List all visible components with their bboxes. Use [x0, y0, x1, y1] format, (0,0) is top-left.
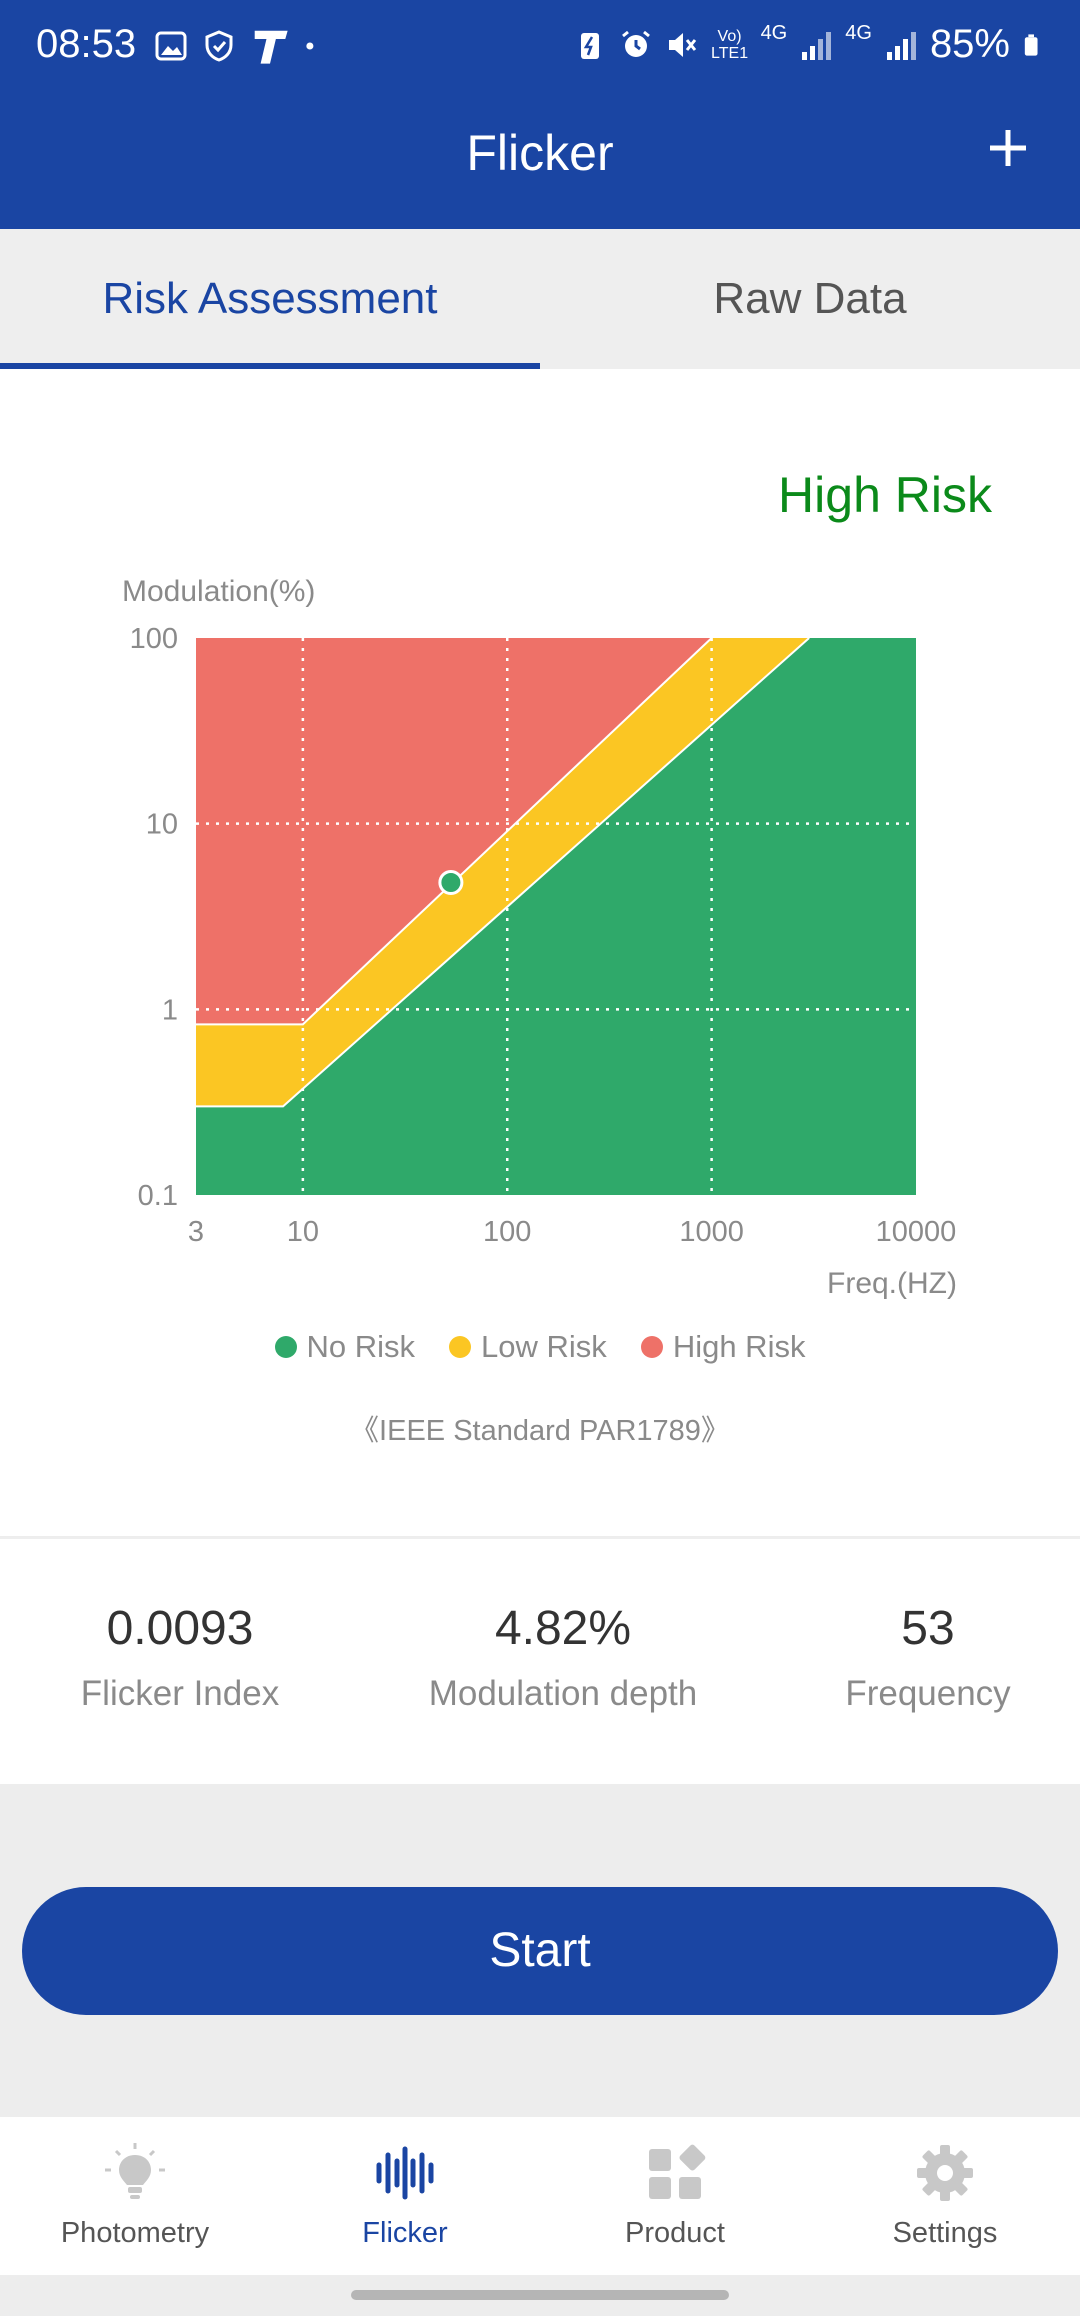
add-icon[interactable] — [984, 124, 1032, 172]
gesture-bar — [351, 2290, 729, 2300]
low-risk-boundary-line — [196, 637, 810, 1108]
chart-legend: No Risk Low Risk High Risk — [0, 1329, 1080, 1365]
low-risk-dot-icon — [449, 1336, 472, 1358]
tab-raw-data[interactable]: Raw Data — [713, 274, 907, 323]
metrics-panel: 0.0093 Flicker Index 4.82% Modulation de… — [0, 1537, 1080, 1784]
status-bar: 08:53 Vo) LTE1 4G 4G 85% — [0, 0, 1080, 92]
nav-item-photometry[interactable]: Photometry — [0, 2117, 270, 2275]
high-risk-region — [196, 638, 712, 1025]
measurement-point — [438, 870, 464, 896]
x-tick-label: 3 — [188, 1216, 204, 1248]
x-tick-label: 100 — [483, 1216, 531, 1248]
high-risk-dot-icon — [640, 1336, 663, 1358]
nav-item-flicker[interactable]: Flicker — [270, 2117, 540, 2275]
network-type-1: 4G — [760, 22, 788, 44]
signal-icon — [802, 31, 832, 60]
tab-indicator — [0, 363, 540, 369]
x-tick-label: 10 — [287, 1216, 319, 1248]
y-tick-label: 100 — [130, 623, 178, 655]
x-axis-label: Freq.(HZ) — [827, 1267, 957, 1300]
grid-icon — [649, 2144, 706, 2199]
gear-icon — [917, 2145, 973, 2201]
legend-low-risk: Low Risk — [449, 1329, 607, 1365]
signal-icon-2 — [886, 31, 916, 60]
y-tick-labels: 100 10 1 0.1 — [130, 623, 178, 1212]
low-risk-region — [196, 638, 810, 1107]
grid-lines — [196, 638, 916, 1195]
x-tick-labels: 3 10 100 1000 10000 — [188, 1216, 956, 1248]
metric-modulation-depth: 4.82% Modulation depth — [428, 1602, 698, 1713]
battery-saver-icon — [580, 32, 599, 59]
x-tick-label: 1000 — [679, 1216, 744, 1248]
no-risk-region — [196, 638, 916, 1195]
page-title: Flicker — [466, 125, 614, 181]
bulb-icon — [105, 2143, 165, 2199]
alarm-icon — [621, 30, 650, 57]
nav-item-settings[interactable]: Settings — [810, 2117, 1080, 2275]
bottom-navigation: Photometry Flicker Product — [0, 2117, 1080, 2275]
waveform-icon — [376, 2146, 434, 2200]
risk-result: High Risk — [778, 467, 992, 523]
y-axis-label: Modulation(%) — [122, 575, 315, 608]
standard-reference: 《IEEE Standard PAR1789》 — [350, 1415, 730, 1447]
gallery-icon — [155, 31, 187, 61]
y-tick-label: 10 — [146, 809, 178, 841]
high-risk-boundary-line — [196, 637, 713, 1026]
legend-no-risk: No Risk — [274, 1329, 415, 1365]
tab-bar: Risk Assessment Raw Data — [0, 229, 1080, 369]
start-button[interactable]: Start — [22, 1887, 1058, 2015]
t-logo-icon — [254, 30, 288, 64]
mute-icon — [668, 32, 696, 57]
shield-icon — [205, 30, 233, 62]
battery-icon — [1024, 33, 1038, 56]
y-tick-label: 0.1 — [138, 1180, 178, 1212]
battery-percent: 85% — [929, 22, 1010, 66]
volte-label: Vo) LTE1 — [711, 27, 749, 62]
no-risk-dot-icon — [274, 1336, 297, 1358]
legend-high-risk: High Risk — [640, 1329, 805, 1365]
status-time: 08:53 — [36, 22, 137, 66]
notification-dot-icon — [306, 42, 314, 50]
nav-item-product[interactable]: Product — [540, 2117, 810, 2275]
metric-frequency: 53 Frequency — [845, 1602, 1011, 1713]
tab-risk-assessment[interactable]: Risk Assessment — [102, 274, 438, 323]
y-tick-label: 1 — [162, 994, 178, 1026]
metric-flicker-index: 0.0093 Flicker Index — [80, 1602, 280, 1713]
top-bar: 08:53 Vo) LTE1 4G 4G 85% Flicker — [0, 0, 1080, 229]
x-tick-label: 10000 — [876, 1216, 957, 1248]
risk-assessment-card: High Risk Modulation(%) Freq.(HZ) 100 10 1… — [0, 369, 1080, 1536]
network-type-2: 4G — [845, 22, 872, 44]
